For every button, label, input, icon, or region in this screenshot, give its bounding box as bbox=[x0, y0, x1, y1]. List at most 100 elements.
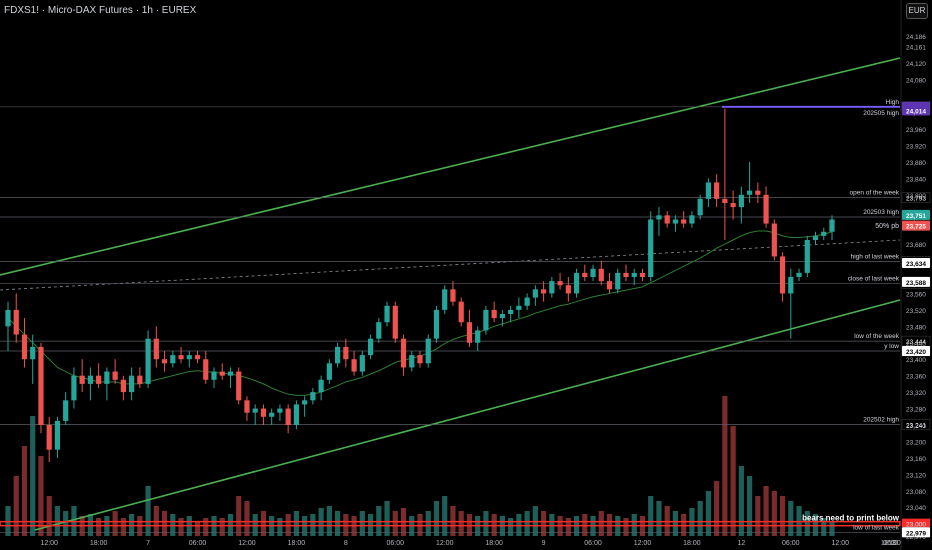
y-tick-label: 24,186 bbox=[906, 34, 926, 41]
candle-body bbox=[409, 355, 415, 368]
candle bbox=[112, 359, 118, 384]
candle bbox=[442, 285, 448, 314]
candle-body bbox=[714, 182, 720, 199]
volume-bar bbox=[38, 456, 44, 536]
x-tick-label: 06:00 bbox=[883, 540, 901, 547]
volume-bar bbox=[442, 496, 448, 536]
y-tick-label: 23,880 bbox=[906, 160, 926, 167]
x-tick-label: 06:00 bbox=[387, 540, 405, 547]
price-tag: 22,979 bbox=[902, 527, 930, 538]
y-tick-label: 22,970 bbox=[906, 534, 926, 541]
candle bbox=[532, 285, 538, 306]
volume-bar bbox=[244, 501, 250, 536]
support-band bbox=[0, 520, 901, 527]
level-price-label: 23,793 bbox=[906, 196, 926, 203]
candle bbox=[326, 359, 332, 384]
candle bbox=[565, 277, 571, 302]
channel-lower-line[interactable] bbox=[34, 299, 901, 531]
candle bbox=[38, 342, 44, 434]
candle-body bbox=[219, 371, 225, 376]
price-tag: 24,014 bbox=[902, 105, 930, 116]
candle bbox=[359, 351, 365, 376]
candle-body bbox=[137, 375, 143, 384]
candle-body bbox=[13, 309, 19, 335]
price-tag-label: 23,420 bbox=[906, 349, 926, 356]
price-tag-label: 22,979 bbox=[906, 530, 926, 537]
y-tick-label: 23,520 bbox=[906, 308, 926, 315]
candle-body bbox=[788, 277, 794, 294]
volume-bar bbox=[821, 518, 827, 536]
candle bbox=[705, 178, 711, 208]
volume-bar bbox=[771, 491, 777, 536]
candle bbox=[714, 174, 720, 208]
candle-body bbox=[648, 219, 654, 277]
y-tick-label: 23,360 bbox=[906, 374, 926, 381]
price-tag: 23,751 bbox=[902, 209, 930, 220]
x-tick-label: 8 bbox=[344, 540, 348, 547]
x-tick-label: 12:00 bbox=[238, 540, 256, 547]
candle-body bbox=[310, 392, 316, 401]
candle-body bbox=[697, 198, 703, 216]
channel-upper-line[interactable] bbox=[0, 57, 901, 276]
level-y-low: y low 23,420 bbox=[0, 343, 931, 357]
trend-channel[interactable] bbox=[0, 57, 901, 531]
candle-body bbox=[779, 256, 786, 294]
price-tag-box bbox=[902, 346, 930, 356]
candle-body bbox=[87, 375, 93, 384]
candle-body bbox=[384, 305, 390, 323]
candle bbox=[13, 293, 19, 343]
price-tag-label: 23,751 bbox=[906, 213, 926, 220]
volume-bar bbox=[483, 511, 489, 536]
dotted-trend-line[interactable] bbox=[0, 239, 901, 291]
level-price-box bbox=[901, 192, 931, 203]
candle bbox=[771, 219, 777, 261]
candle-body bbox=[417, 355, 423, 364]
volume-bar bbox=[788, 501, 794, 536]
candle bbox=[392, 301, 398, 343]
candle-body bbox=[738, 194, 744, 208]
volume-bar bbox=[63, 511, 69, 536]
candle bbox=[796, 268, 802, 282]
candle-body bbox=[590, 268, 596, 277]
candle bbox=[219, 363, 225, 380]
candle bbox=[747, 161, 753, 203]
volume-bar bbox=[21, 446, 28, 536]
volume-bar bbox=[697, 501, 703, 536]
candle-body bbox=[722, 198, 728, 203]
candle-body bbox=[21, 334, 28, 360]
y-tick-label: 23,800 bbox=[906, 193, 926, 200]
candle-body bbox=[672, 219, 679, 224]
currency-button[interactable]: EUR bbox=[906, 3, 928, 19]
candle bbox=[697, 194, 703, 220]
candle bbox=[153, 326, 159, 368]
y-tick-label: 24,161 bbox=[906, 44, 926, 51]
volume-bar bbox=[203, 518, 209, 536]
candle-body bbox=[63, 400, 69, 421]
candle bbox=[681, 211, 687, 228]
volume-bar bbox=[112, 511, 118, 536]
x-tick-label: 12 bbox=[737, 540, 745, 547]
candle bbox=[483, 305, 489, 335]
candle-body bbox=[747, 190, 753, 195]
volume-bar bbox=[30, 416, 36, 536]
candle-body bbox=[656, 215, 662, 220]
volume-bar bbox=[384, 501, 390, 536]
time-axis[interactable]: 12:00 18:00 7 06:00 12:00 18:00 8 06:00 12:00 18:… bbox=[40, 540, 900, 547]
candle bbox=[129, 367, 135, 401]
x-tick-label: 12:00 bbox=[634, 540, 652, 547]
candle-body bbox=[145, 338, 151, 384]
candle-body bbox=[285, 408, 291, 425]
candles[interactable] bbox=[5, 108, 835, 462]
price-axis[interactable]: 24,18624,16124,12024,08024,00023,96023,9… bbox=[900, 0, 926, 550]
candle bbox=[203, 351, 209, 384]
candle bbox=[639, 268, 646, 282]
candle-body bbox=[631, 272, 637, 277]
candle bbox=[689, 211, 695, 228]
volume-bar bbox=[829, 521, 835, 536]
candle-body bbox=[557, 281, 563, 286]
candle bbox=[788, 268, 794, 339]
price-tag-box bbox=[902, 105, 930, 116]
candle-body bbox=[302, 400, 308, 405]
